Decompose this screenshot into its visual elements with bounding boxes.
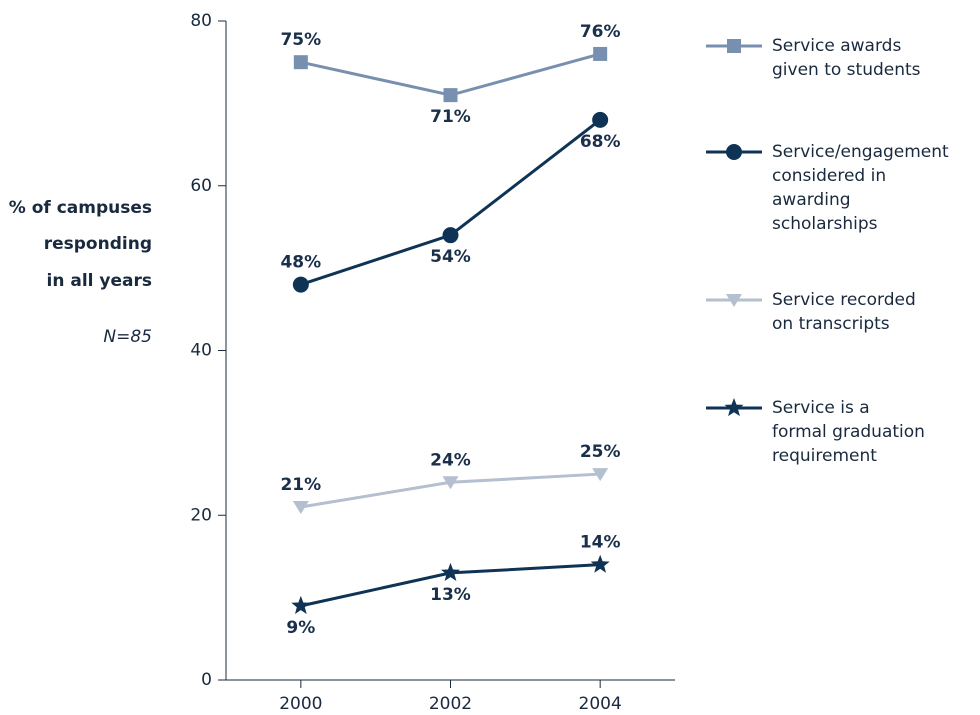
data-label: 14% <box>580 533 621 553</box>
data-point <box>291 595 311 614</box>
legend-label: Service recorded on transcripts <box>772 290 916 334</box>
legend-label: Service awards given to students <box>772 36 921 80</box>
data-label: 9% <box>286 618 315 638</box>
legend-marker <box>726 144 742 160</box>
data-label: 68% <box>580 132 621 152</box>
x-tick-label: 2002 <box>429 694 472 714</box>
legend-label: Service/engagement considered in awarding s… <box>772 142 949 234</box>
y-axis-label: in all years <box>47 271 152 291</box>
data-point <box>592 111 609 128</box>
y-tick-label: 60 <box>190 176 212 196</box>
data-point <box>590 554 610 573</box>
note: N=85 <box>103 327 152 347</box>
data-label: 21% <box>280 475 321 495</box>
y-tick-label: 40 <box>190 341 212 361</box>
y-axis-label: responding <box>44 234 152 254</box>
y-tick-label: 0 <box>201 670 212 690</box>
x-tick-label: 2000 <box>279 694 322 714</box>
legend-marker <box>726 294 742 307</box>
data-label: 71% <box>430 107 471 127</box>
data-label: 76% <box>580 22 621 42</box>
legend-label: Service is a formal graduation requirement <box>772 398 925 466</box>
y-tick-label: 20 <box>190 505 212 525</box>
data-label: 13% <box>430 585 471 605</box>
data-label: 54% <box>430 247 471 267</box>
x-tick-label: 2004 <box>579 694 622 714</box>
data-point <box>292 501 309 515</box>
data-point <box>443 88 458 103</box>
data-label: 24% <box>430 450 471 470</box>
legend-marker <box>724 398 744 417</box>
data-label: 25% <box>580 442 621 462</box>
data-point <box>293 55 308 70</box>
y-tick-label: 80 <box>190 11 212 31</box>
data-point <box>442 476 459 490</box>
y-axis-label: % of campuses <box>9 198 152 218</box>
data-point <box>441 562 460 581</box>
data-point <box>593 46 608 61</box>
data-point <box>292 276 309 293</box>
data-point <box>592 468 609 482</box>
data-point <box>442 227 459 244</box>
data-label: 48% <box>280 253 321 273</box>
legend-marker <box>727 39 741 53</box>
data-label: 75% <box>280 30 321 50</box>
